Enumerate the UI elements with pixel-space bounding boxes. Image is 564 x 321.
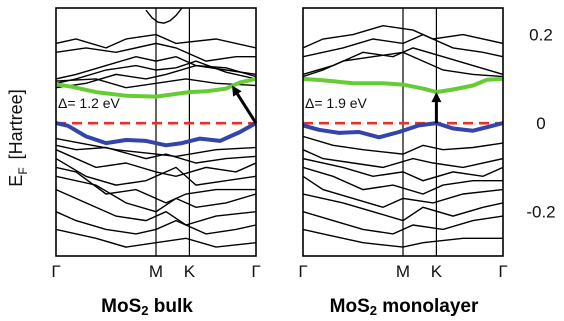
gap-arrow-head	[232, 85, 242, 97]
band-line	[303, 175, 503, 209]
band-line	[303, 193, 503, 222]
monolayer-panel: Δ= 1.9 eV Γ M K Γ	[298, 7, 508, 281]
y-axis-label-main: E	[6, 175, 26, 187]
band-line	[56, 144, 256, 164]
band-line	[56, 60, 256, 84]
gap-label: Δ= 1.9 eV	[305, 95, 368, 111]
kpoint-label: Γ	[298, 262, 307, 281]
band-line	[303, 135, 503, 155]
band-line	[56, 33, 256, 49]
band-line	[145, 8, 183, 24]
band-line	[56, 188, 256, 226]
conduction-band-line	[56, 76, 256, 99]
y-tick-label: -0.2	[526, 203, 555, 222]
band-line	[56, 175, 256, 213]
valence-band-line	[303, 121, 503, 140]
kpoint-label: K	[184, 262, 196, 281]
y-axis-label-sub: F	[16, 167, 30, 174]
gap-arrow	[236, 93, 258, 124]
panel-frame	[302, 7, 504, 257]
monolayer-title: MoS2 monolayer	[330, 296, 479, 318]
y-axis-label-unit: [Hartree]	[6, 89, 26, 159]
bulk-title: MoS2 bulk	[101, 296, 193, 318]
kpoint-label: K	[431, 262, 443, 281]
kpoint-label: Γ	[498, 262, 507, 281]
band-line	[303, 33, 503, 58]
y-tick-label: 0.2	[529, 26, 553, 45]
band-line	[303, 211, 503, 235]
bulk-panel: Δ= 1.2 eV Γ M K Γ	[51, 7, 261, 281]
band-line	[303, 24, 503, 49]
gap-arrow-head	[431, 92, 442, 103]
band-lines	[56, 8, 256, 256]
band-line	[56, 78, 256, 89]
band-line	[56, 228, 256, 248]
band-line	[56, 211, 256, 235]
band-line	[56, 64, 256, 89]
y-tick-labels: 0.2 0 -0.2	[526, 26, 555, 222]
band-line	[56, 137, 256, 158]
band-line	[303, 166, 503, 195]
band-line	[303, 157, 503, 182]
band-lines	[303, 8, 503, 256]
kpoint-label: M	[149, 262, 163, 281]
band-line	[303, 149, 503, 169]
panel-frame	[55, 7, 257, 257]
band-line	[56, 166, 256, 204]
y-axis-label: EF [Hartree]	[6, 89, 30, 186]
band-line	[56, 42, 256, 62]
svg-text:EF[Hartree]: EF [Hartree]	[6, 89, 30, 186]
kpoint-label: M	[396, 262, 410, 281]
valence-band-line	[56, 121, 256, 148]
gap-label: Δ= 1.2 eV	[58, 95, 121, 111]
band-line	[56, 157, 256, 186]
band-line	[56, 149, 256, 178]
band-line	[303, 47, 503, 76]
kpoint-label: Γ	[251, 262, 260, 281]
band-line	[303, 228, 503, 248]
kpoint-label: Γ	[51, 262, 60, 281]
conduction-band-line	[303, 76, 503, 95]
y-tick-label: 0	[536, 114, 545, 133]
